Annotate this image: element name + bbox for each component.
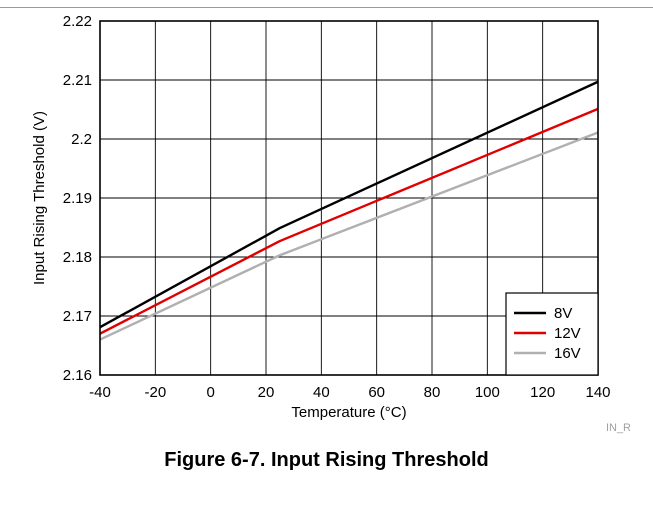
series-lines	[99, 80, 599, 341]
legend-label-12v: 12V	[554, 325, 581, 342]
x-tick-label: -20	[144, 384, 166, 401]
watermark-label: IN_R	[606, 422, 631, 434]
legend-label-16v: 16V	[554, 345, 581, 362]
tick-labels: -40 -20 0 20 40 60 80 100 120 140 2.16 2.17 2.18 2.19…	[63, 13, 611, 401]
y-tick-label: 2.21	[63, 72, 92, 89]
line-chart: -40 -20 0 20 40 60 80 100 120 140 2.16 2.17 2.18 2.19…	[31, 13, 631, 434]
series-line-12v	[99, 107, 599, 335]
plot-area-frame	[99, 20, 599, 376]
y-tick-label: 2.2	[71, 131, 92, 148]
x-axis-label: Temperature (°C)	[291, 404, 406, 421]
page-top-rule	[0, 7, 653, 8]
figure-caption: Figure 6-7. Input Rising Threshold	[164, 449, 489, 471]
x-tick-label: -40	[89, 384, 111, 401]
y-tick-label: 2.16	[63, 367, 92, 384]
legend-label-8v: 8V	[554, 305, 572, 322]
y-tick-label: 2.22	[63, 13, 92, 30]
y-tick-label: 2.19	[63, 190, 92, 207]
x-tick-label: 60	[368, 384, 385, 401]
x-tick-label: 20	[258, 384, 275, 401]
series-line-8v	[99, 80, 599, 329]
x-tick-label: 100	[475, 384, 500, 401]
x-tick-label: 140	[585, 384, 610, 401]
legend: 8V 12V 16V	[505, 292, 599, 376]
y-tick-label: 2.17	[63, 308, 92, 325]
x-tick-label: 80	[424, 384, 441, 401]
series-line-16v	[99, 131, 599, 341]
y-tick-label: 2.18	[63, 249, 92, 266]
x-tick-label: 40	[313, 384, 330, 401]
x-tick-label: 0	[206, 384, 214, 401]
y-axis-label: Input Rising Threshold (V)	[31, 111, 48, 285]
x-tick-label: 120	[530, 384, 555, 401]
